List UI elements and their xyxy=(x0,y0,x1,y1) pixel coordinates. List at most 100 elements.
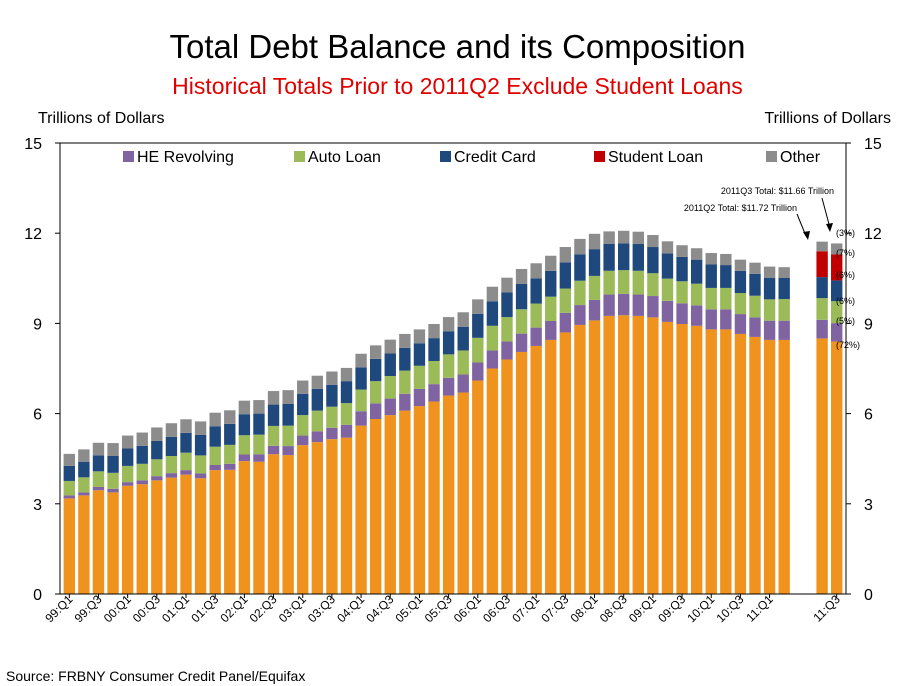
bar-auto-loan xyxy=(472,337,484,363)
bar-mortgage xyxy=(136,484,148,594)
legend-swatch-he-revolving xyxy=(123,151,134,162)
bar-credit-card xyxy=(151,440,163,460)
x-tick-label: 04:Q1 xyxy=(334,592,367,625)
bar-auto-loan xyxy=(676,281,688,304)
bar-mortgage xyxy=(603,315,615,594)
bar-he-revolving xyxy=(588,299,601,321)
bar-credit-card xyxy=(384,353,396,377)
source-note: Source: FRBNY Consumer Credit Panel/Equi… xyxy=(6,668,306,684)
bar-mortgage xyxy=(92,490,105,594)
bar-he-revolving xyxy=(282,446,294,456)
bar-mortgage xyxy=(78,495,90,594)
legend-swatch-credit-card xyxy=(440,151,451,162)
bar-auto-loan xyxy=(326,406,338,428)
legend-swatch-auto-loan xyxy=(294,151,305,162)
y-tick-label-right: 9 xyxy=(864,316,873,333)
bar-other xyxy=(428,324,440,339)
legend-label-auto-loan: Auto Loan xyxy=(308,149,381,166)
bar-mortgage xyxy=(632,315,644,594)
bar-credit-card xyxy=(734,270,747,294)
bar-credit-card xyxy=(340,381,353,404)
bar-credit-card xyxy=(428,338,440,361)
bar-mortgage xyxy=(282,455,294,594)
bar-credit-card xyxy=(831,280,843,302)
bar-credit-card xyxy=(816,277,828,299)
x-tick-label: 03:Q1 xyxy=(276,592,309,625)
bar-mortgage xyxy=(690,325,703,594)
y-tick-label-left: 6 xyxy=(33,407,42,424)
legend-label-credit-card: Credit Card xyxy=(454,149,536,166)
bar-he-revolving xyxy=(151,476,163,481)
bar-he-revolving xyxy=(486,350,499,369)
x-tick-label: 05:Q3 xyxy=(422,592,455,625)
bar-he-revolving xyxy=(267,445,280,455)
bar-mortgage xyxy=(399,410,411,594)
y-tick-label-left: 9 xyxy=(33,316,42,333)
bar-auto-loan xyxy=(734,293,747,315)
bar-other xyxy=(545,255,557,271)
bar-auto-loan xyxy=(165,455,178,474)
q3-arrow-head xyxy=(826,223,833,232)
bar-credit-card xyxy=(618,243,630,271)
bar-auto-loan xyxy=(442,354,455,378)
bar-credit-card xyxy=(545,270,557,297)
bar-other xyxy=(472,299,484,314)
q3-total-annotation: 2011Q3 Total: $11.66 Trillion xyxy=(721,186,834,196)
bar-other xyxy=(355,353,367,368)
y-tick-label-left: 0 xyxy=(33,587,42,604)
bar-other xyxy=(326,371,338,385)
bar-auto-loan xyxy=(816,298,828,320)
bar-auto-loan xyxy=(647,273,659,297)
pct-label-auto-loan: (6%) xyxy=(836,296,855,306)
x-tick-label: 02:Q3 xyxy=(247,592,280,625)
bar-mortgage xyxy=(384,415,396,594)
bar-he-revolving xyxy=(355,411,367,426)
bar-he-revolving xyxy=(501,341,513,360)
bar-credit-card xyxy=(78,461,90,478)
bar-other xyxy=(603,231,615,244)
bar-auto-loan xyxy=(78,477,90,493)
bar-he-revolving xyxy=(734,314,747,334)
bar-auto-loan xyxy=(282,425,294,447)
bar-mortgage xyxy=(180,474,192,594)
bar-he-revolving xyxy=(340,424,353,438)
bar-he-revolving xyxy=(311,431,324,443)
bar-auto-loan xyxy=(515,309,528,334)
x-tick-label: 99:Q3 xyxy=(72,592,105,625)
x-tick-label: 11:Q1 xyxy=(743,592,776,625)
legend: HE Revolving Auto Loan Credit Card Student … xyxy=(123,149,821,166)
bar-mortgage xyxy=(238,461,251,594)
bar-he-revolving xyxy=(369,403,382,420)
bar-mortgage xyxy=(831,341,843,594)
bar-auto-loan xyxy=(705,287,717,310)
bar-he-revolving xyxy=(749,317,761,337)
x-tick-label: 01:Q3 xyxy=(188,592,221,625)
bar-he-revolving xyxy=(574,305,586,325)
bar-he-revolving xyxy=(515,333,528,352)
bar-auto-loan xyxy=(297,415,309,436)
bar-mortgage xyxy=(545,339,557,594)
bar-he-revolving xyxy=(384,398,396,416)
bar-auto-loan xyxy=(501,317,513,342)
y-axis-ticks: 0 0 3 3 6 6 9 9 12 12 15 15 xyxy=(24,136,882,604)
bar-he-revolving xyxy=(632,294,644,316)
bar-mortgage xyxy=(428,401,440,594)
bar-mortgage xyxy=(734,333,747,594)
bar-other xyxy=(399,333,411,348)
x-tick-label: 05:Q1 xyxy=(392,592,425,625)
bar-mortgage xyxy=(515,351,528,594)
bar-auto-loan xyxy=(486,325,499,351)
bar-auto-loan xyxy=(545,296,557,321)
bar-other xyxy=(238,400,251,415)
bar-student-loan xyxy=(831,254,843,281)
bar-auto-loan xyxy=(413,365,426,389)
x-tick-label: 01:Q1 xyxy=(159,592,192,625)
bar-credit-card xyxy=(92,455,105,472)
bar-mortgage xyxy=(816,338,828,594)
bar-auto-loan xyxy=(224,444,236,464)
bar-auto-loan xyxy=(690,283,703,306)
bar-he-revolving xyxy=(194,473,207,479)
bar-mortgage xyxy=(224,469,236,594)
bar-other xyxy=(574,238,586,255)
